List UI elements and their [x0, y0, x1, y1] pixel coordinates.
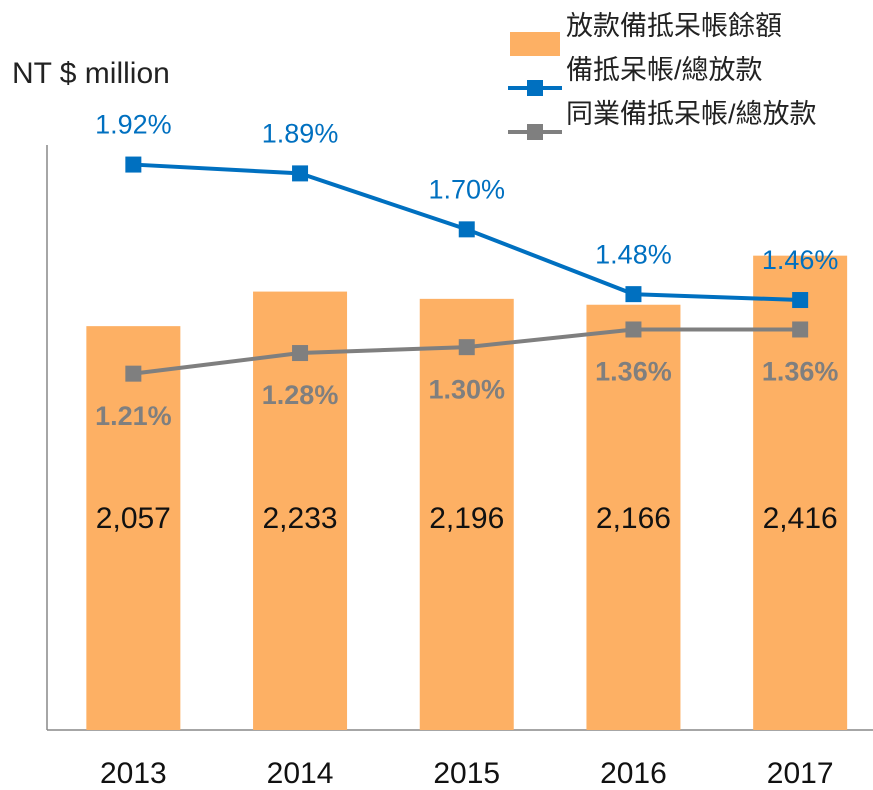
legend-swatch — [510, 32, 560, 56]
marker — [125, 365, 142, 382]
bar-value-label: 2,416 — [763, 502, 838, 535]
marker — [292, 165, 309, 182]
line-value-label: 1.30% — [428, 374, 505, 404]
marker — [625, 321, 642, 338]
bar — [253, 291, 348, 730]
line-value-label: 1.46% — [762, 245, 839, 275]
marker — [458, 339, 475, 356]
marker — [125, 156, 142, 173]
line-value-label: 1.48% — [595, 239, 672, 269]
x-tick-label: 2016 — [600, 757, 667, 790]
legend-label: 放款備抵呆帳餘額 — [566, 11, 782, 41]
bar-value-label: 2,196 — [429, 502, 504, 535]
line-value-label: 1.70% — [428, 174, 505, 204]
line-value-label: 1.36% — [762, 357, 839, 387]
marker — [458, 221, 475, 238]
bar-value-label: 2,233 — [263, 502, 338, 535]
x-tick-label: 2013 — [100, 757, 167, 790]
x-tick-label: 2017 — [767, 757, 834, 790]
bar-value-label: 2,057 — [96, 502, 171, 535]
legend-label: 備抵呆帳/總放款 — [566, 55, 763, 85]
marker — [792, 292, 809, 309]
line-value-label: 1.36% — [595, 357, 672, 387]
line-value-label: 1.89% — [262, 119, 339, 149]
x-tick-label: 2014 — [267, 757, 334, 790]
x-tick-label: 2015 — [433, 757, 500, 790]
legend-label: 同業備抵呆帳/總放款 — [566, 99, 817, 129]
marker — [292, 345, 309, 362]
bar — [86, 326, 181, 730]
bar — [419, 298, 514, 730]
line-value-label: 1.21% — [95, 401, 172, 431]
marker — [792, 321, 809, 338]
bar — [586, 304, 681, 730]
y-axis-label: NT $ million — [12, 57, 170, 90]
line-value-label: 1.28% — [262, 380, 339, 410]
bar-value-label: 2,166 — [596, 502, 671, 535]
line-value-label: 1.92% — [95, 110, 172, 140]
legend-marker — [527, 80, 543, 96]
legend-marker — [527, 124, 543, 140]
marker — [625, 286, 642, 303]
